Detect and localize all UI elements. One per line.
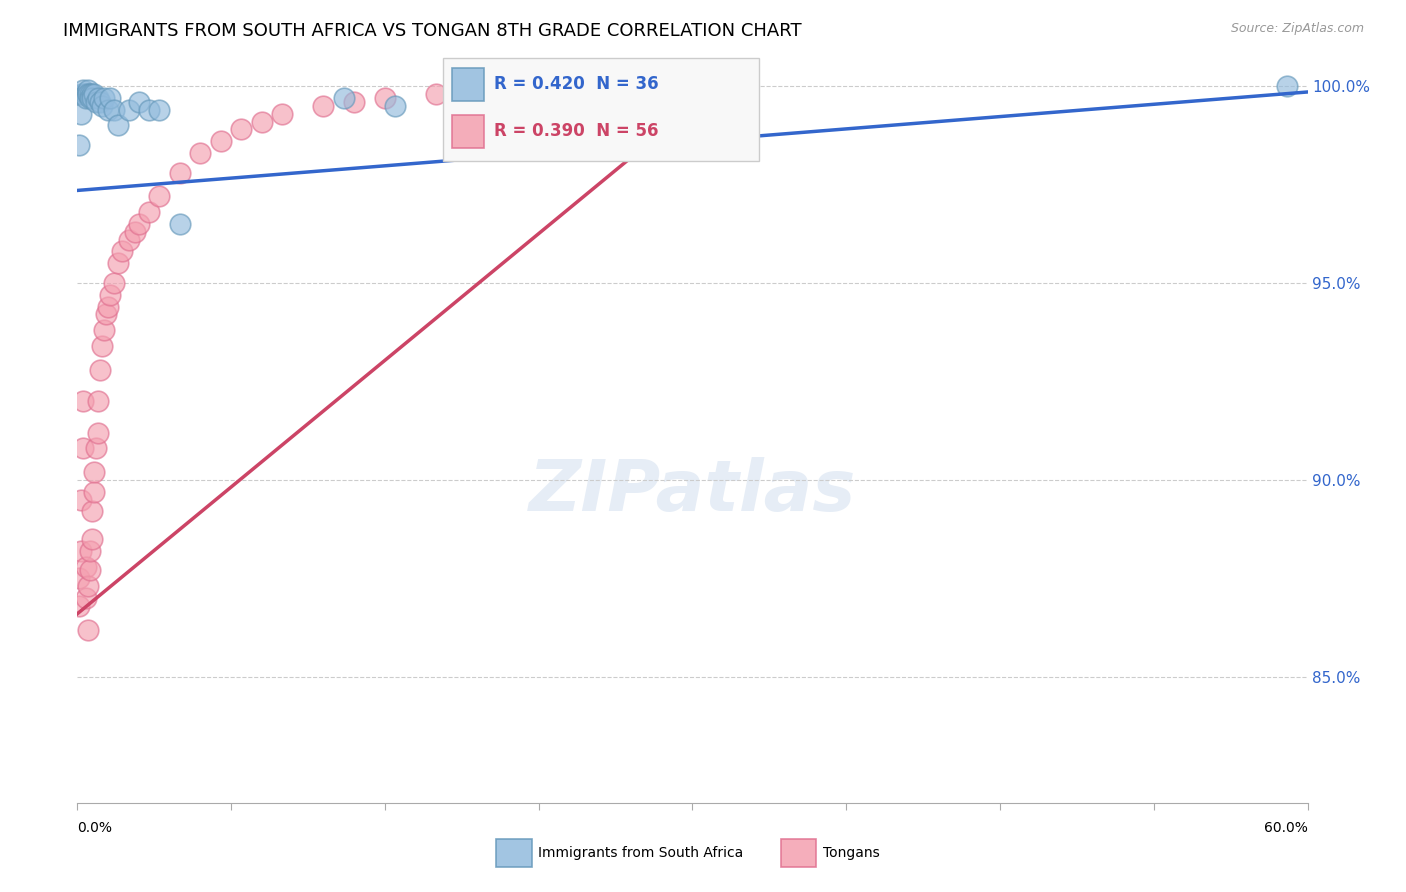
- Point: [67, 138, 90, 153]
- Point: [128, 95, 150, 109]
- Text: R = 0.390  N = 56: R = 0.390 N = 56: [494, 122, 658, 140]
- Text: IMMIGRANTS FROM SOUTH AFRICA VS TONGAN 8TH GRADE CORRELATION CHART: IMMIGRANTS FROM SOUTH AFRICA VS TONGAN 8…: [63, 22, 801, 40]
- Bar: [453, 115, 484, 148]
- Point: [79, 91, 101, 105]
- Text: Tongans: Tongans: [823, 846, 879, 860]
- Text: Source: ZipAtlas.com: Source: ZipAtlas.com: [1230, 22, 1364, 36]
- Point: [169, 217, 191, 231]
- Point: [111, 244, 134, 259]
- Point: [231, 122, 253, 136]
- Point: [75, 591, 97, 605]
- Point: [67, 599, 90, 613]
- Point: [1275, 78, 1298, 93]
- Point: [374, 91, 396, 105]
- Point: [702, 78, 724, 93]
- Point: [75, 87, 97, 101]
- Point: [87, 425, 110, 440]
- Text: 60.0%: 60.0%: [1264, 822, 1308, 835]
- Point: [94, 308, 117, 322]
- Point: [83, 484, 105, 499]
- Bar: [780, 838, 815, 867]
- Point: [70, 543, 93, 558]
- Point: [79, 87, 101, 101]
- Point: [79, 564, 101, 578]
- Point: [89, 362, 111, 376]
- Point: [75, 559, 97, 574]
- Point: [97, 103, 120, 117]
- Bar: [453, 69, 484, 101]
- Point: [70, 87, 93, 101]
- Point: [579, 99, 602, 113]
- Point: [250, 114, 273, 128]
- Point: [117, 103, 139, 117]
- Point: [384, 99, 406, 113]
- Point: [97, 300, 120, 314]
- Point: [98, 287, 121, 301]
- Point: [103, 276, 125, 290]
- Point: [124, 225, 146, 239]
- Point: [76, 87, 98, 101]
- Point: [87, 394, 110, 409]
- Point: [72, 442, 94, 456]
- Point: [80, 504, 103, 518]
- Point: [103, 103, 125, 117]
- Text: Immigrants from South Africa: Immigrants from South Africa: [538, 846, 744, 860]
- Point: [80, 91, 103, 105]
- Bar: [496, 838, 531, 867]
- Point: [83, 87, 105, 101]
- Text: 0.0%: 0.0%: [77, 822, 112, 835]
- Point: [107, 256, 129, 270]
- Point: [90, 339, 114, 353]
- Point: [80, 532, 103, 546]
- Point: [72, 87, 94, 101]
- Point: [98, 91, 121, 105]
- Point: [83, 465, 105, 479]
- Point: [87, 91, 110, 105]
- Point: [117, 233, 139, 247]
- Point: [148, 189, 170, 203]
- Point: [76, 623, 98, 637]
- Point: [209, 134, 232, 148]
- Point: [90, 99, 114, 113]
- Point: [271, 106, 294, 120]
- Point: [70, 492, 93, 507]
- Point: [72, 394, 94, 409]
- Point: [84, 95, 107, 109]
- Point: [496, 87, 519, 101]
- Point: [76, 83, 98, 97]
- Point: [138, 103, 160, 117]
- Point: [70, 106, 93, 120]
- Point: [76, 579, 98, 593]
- Point: [169, 166, 191, 180]
- Point: [477, 83, 499, 97]
- Point: [80, 87, 103, 101]
- Point: [67, 571, 90, 585]
- Point: [138, 205, 160, 219]
- Point: [93, 91, 115, 105]
- Point: [75, 87, 97, 101]
- Point: [107, 119, 129, 133]
- Point: [425, 87, 447, 101]
- Text: ZIPatlas: ZIPatlas: [529, 458, 856, 526]
- Text: R = 0.420  N = 36: R = 0.420 N = 36: [494, 75, 658, 93]
- Point: [79, 543, 101, 558]
- Point: [89, 95, 111, 109]
- Point: [188, 146, 212, 161]
- Point: [333, 91, 356, 105]
- Point: [76, 87, 98, 101]
- Point: [72, 83, 94, 97]
- Point: [84, 442, 107, 456]
- Point: [75, 91, 97, 105]
- Point: [93, 323, 115, 337]
- Point: [148, 103, 170, 117]
- Point: [343, 95, 366, 109]
- Point: [128, 217, 150, 231]
- Point: [312, 99, 335, 113]
- Point: [537, 83, 560, 97]
